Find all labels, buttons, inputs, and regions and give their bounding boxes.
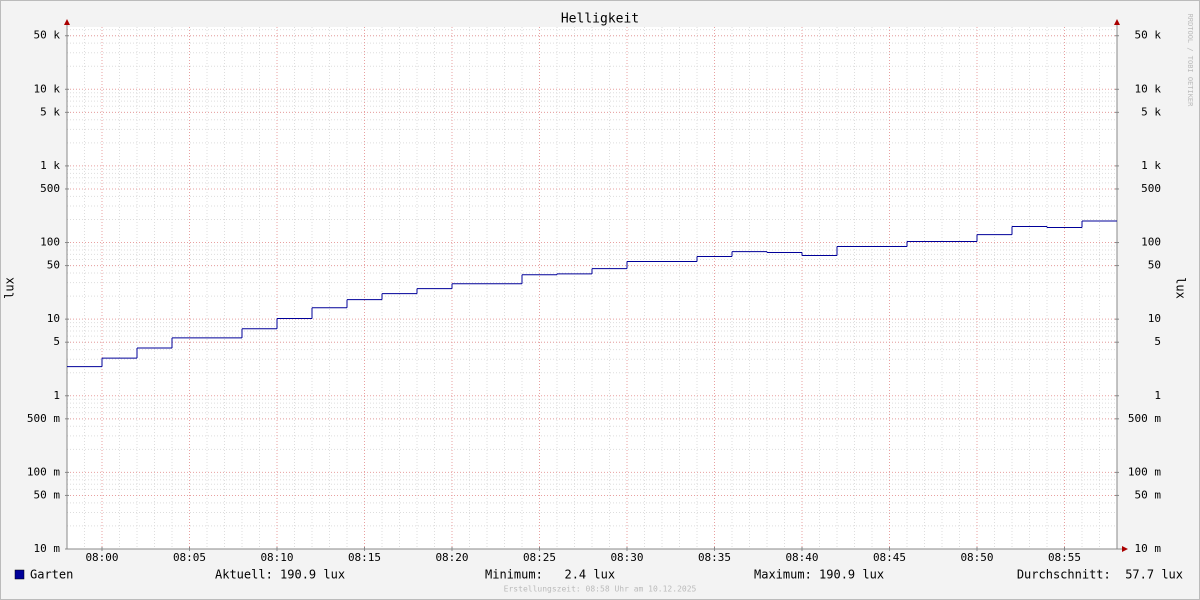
x-tick-label: 08:15 [348,551,381,564]
y2-axis-label: lux [1174,277,1188,299]
x-tick-label: 08:05 [173,551,206,564]
y2-tick-label: 1 k [1141,159,1161,172]
y-tick-label: 10 m [34,542,61,555]
y-tick-label: 50 k [34,29,61,42]
y-tick-label: 5 [53,335,60,348]
y2-tick-label: 100 m [1128,465,1161,478]
y2-tick-label: 5 k [1141,105,1161,118]
x-tick-label: 08:25 [523,551,556,564]
x-tick-label: 08:30 [610,551,643,564]
x-tick-label: 08:10 [260,551,293,564]
y-tick-label: 50 [47,259,60,272]
y-tick-label: 1 k [40,159,60,172]
y2-tick-label: 10 m [1135,542,1162,555]
y2-tick-label: 50 k [1135,29,1162,42]
watermark: RRDTOOL / TOBI OETIKER [1186,14,1194,108]
x-tick-label: 08:40 [785,551,818,564]
arrow [64,19,70,25]
y-tick-label: 500 m [27,412,60,425]
arrow [1114,19,1120,25]
y2-tick-label: 500 [1141,182,1161,195]
y-tick-label: 50 m [34,488,61,501]
stat: Maximum: 190.9 lux [754,568,884,582]
y-tick-label: 1 [53,389,60,402]
y2-tick-label: 50 m [1135,488,1162,501]
x-tick-label: 08:55 [1048,551,1081,564]
footer: Erstellungszeit: 08:58 Uhr am 10.12.2025 [504,585,697,594]
y2-tick-label: 500 m [1128,412,1161,425]
y2-tick-label: 100 [1141,236,1161,249]
x-tick-label: 08:20 [435,551,468,564]
stat: Minimum: 2.4 lux [485,568,615,582]
x-tick-label: 08:50 [960,551,993,564]
y-tick-label: 5 k [40,105,60,118]
y2-tick-label: 10 [1148,312,1161,325]
y-tick-label: 10 k [34,82,61,95]
y-tick-label: 500 [40,182,60,195]
chart-title: Helligkeit [561,12,639,27]
y2-tick-label: 10 k [1135,82,1162,95]
x-tick-label: 08:45 [873,551,906,564]
arrow [1122,546,1128,552]
legend-swatch [14,569,25,580]
y2-tick-label: 5 [1154,335,1161,348]
x-tick-label: 08:00 [85,551,118,564]
y2-tick-label: 1 [1154,389,1161,402]
y-tick-label: 100 [40,236,60,249]
y-axis-label: lux [3,277,17,299]
y-tick-label: 100 m [27,465,60,478]
stat: Durchschnitt: 57.7 lux [1017,568,1183,582]
y-tick-label: 10 [47,312,60,325]
y2-tick-label: 50 [1148,259,1161,272]
stat: Aktuell: 190.9 lux [215,568,345,582]
x-tick-label: 08:35 [698,551,731,564]
legend-label: Garten [30,568,73,582]
